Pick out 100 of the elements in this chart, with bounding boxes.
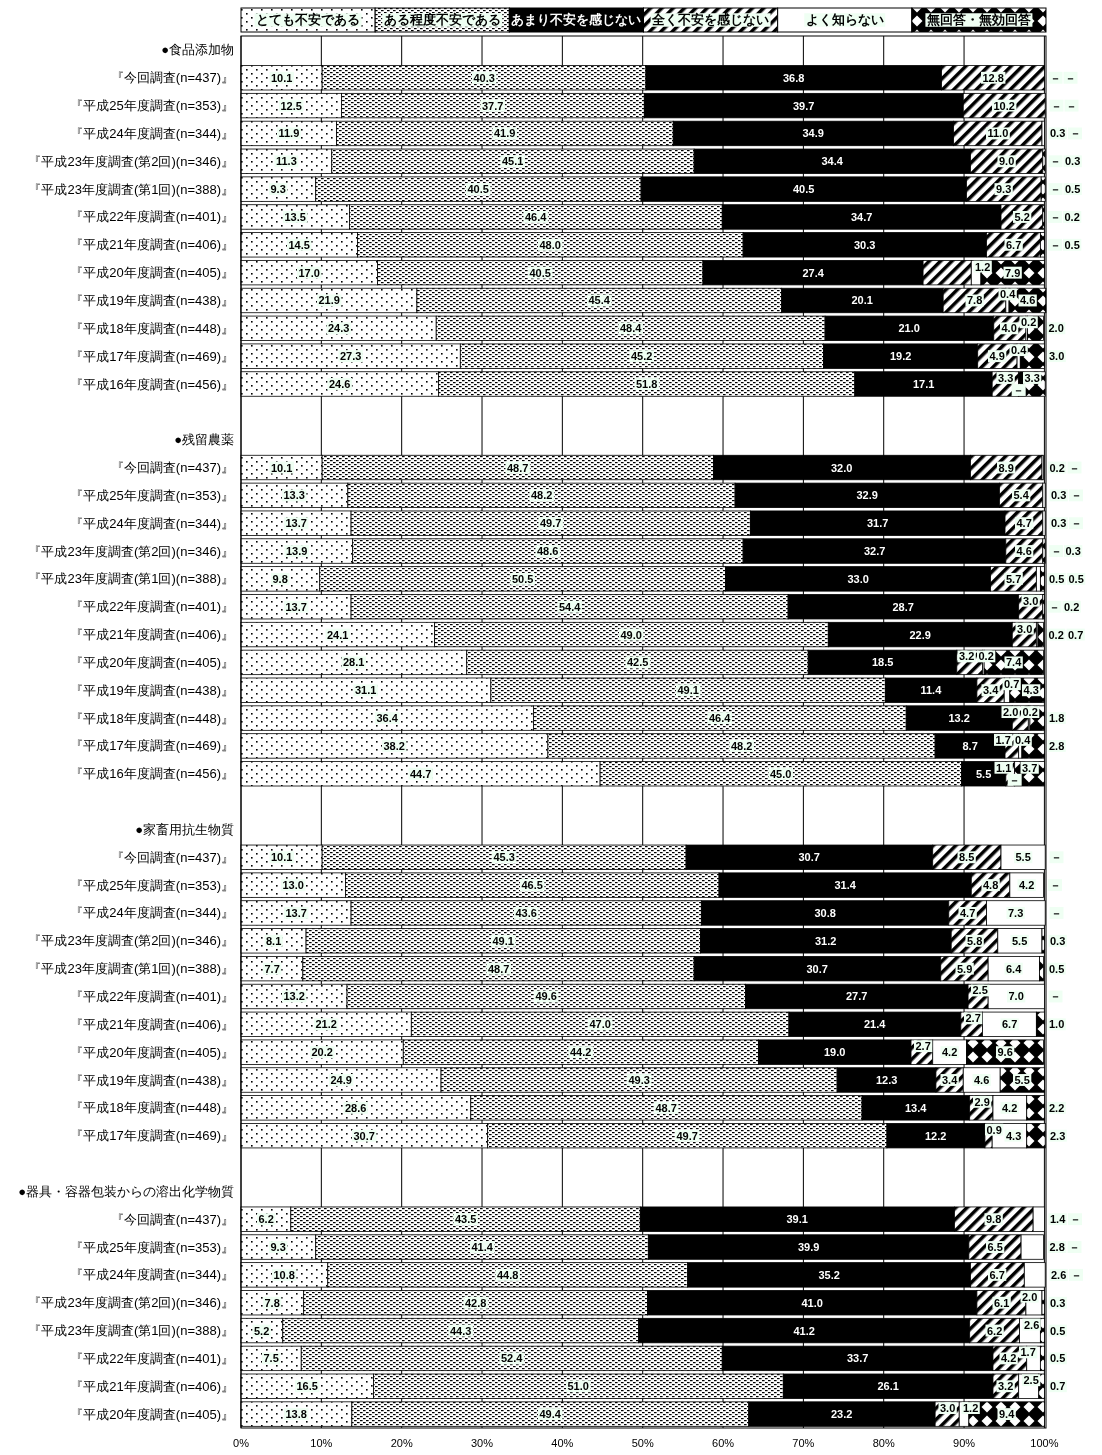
data-label: 48.4: [619, 322, 643, 335]
y-tick-label: 『平成19年度調査(n=438)』: [70, 1072, 234, 1088]
data-label: 0.2: [1022, 706, 1038, 719]
data-label: 13.7: [285, 600, 307, 613]
data-label: 6.7: [1006, 238, 1022, 251]
data-label: 5.9: [957, 962, 973, 975]
data-label: 32.0: [830, 461, 853, 474]
data-label: 36.8: [782, 71, 805, 84]
data-label: 1.0: [1049, 1018, 1065, 1031]
data-label: 30.8: [814, 906, 836, 919]
x-tick-label: 40%: [551, 1437, 574, 1449]
data-label: －: [1069, 127, 1081, 140]
y-tick-label: ●家畜用抗生物質: [135, 821, 234, 837]
data-label: 5.2: [254, 1324, 270, 1337]
data-label: 45.3: [493, 851, 515, 864]
data-label: 2.7: [965, 1012, 981, 1025]
data-label: 10.1: [270, 71, 293, 84]
data-label: 45.1: [501, 155, 524, 168]
data-label: 34.7: [850, 210, 873, 223]
y-tick-label: 『平成21年度調査(n=406)』: [70, 627, 234, 643]
x-tick-label: 0%: [233, 1437, 250, 1449]
data-label: 5.8: [967, 934, 983, 947]
text: あまり不安を感じない: [511, 12, 642, 27]
data-label: 0.2: [1048, 628, 1064, 641]
data-label: 9.6: [997, 1046, 1013, 1059]
y-tick-label: 『平成18年度調査(n=448)』: [70, 1100, 234, 1116]
data-label: 46.5: [521, 879, 543, 892]
data-label: 13.2: [948, 712, 970, 725]
data-label: 2.7: [915, 1040, 931, 1053]
x-tick-label: 100%: [1030, 1437, 1059, 1449]
data-label: 1.2: [975, 260, 991, 273]
y-tick-label: 『平成24年度調査(n=344)』: [70, 125, 234, 141]
text: 全く不安を感じない: [651, 12, 770, 27]
y-tick-label: 『今回調査(n=437)』: [110, 460, 234, 476]
data-label: 0.9: [986, 1123, 1002, 1136]
y-tick-label: ●残留農薬: [174, 432, 234, 448]
data-label: 9.3: [270, 183, 286, 196]
y-tick-label: 『今回調査(n=437)』: [110, 1211, 234, 1227]
data-label: 11.4: [920, 684, 943, 697]
data-label: 47.0: [589, 1018, 611, 1031]
data-label: 2.3: [1050, 1129, 1066, 1142]
data-label: 4.7: [1016, 517, 1032, 530]
data-label: 9.0: [999, 155, 1015, 168]
data-label: 48.0: [539, 238, 561, 251]
data-label: 39.9: [797, 1241, 820, 1254]
y-tick-label: 『今回調査(n=437)』: [110, 70, 234, 86]
data-label: 2.8: [1049, 1241, 1065, 1254]
data-label: 7.8: [264, 1296, 280, 1309]
data-label: 32.9: [856, 489, 878, 502]
data-label: 20.1: [851, 294, 873, 307]
data-label: －: [1066, 99, 1077, 112]
data-label: 14.5: [288, 238, 310, 251]
data-label: 7.0: [1008, 990, 1024, 1003]
data-label: 44.8: [496, 1268, 519, 1281]
data-label: 0.2: [978, 650, 994, 663]
data-label: 9.8: [272, 572, 288, 585]
data-label: 26.1: [877, 1380, 899, 1393]
data-label: 45.2: [630, 350, 653, 363]
data-label: 24.1: [326, 628, 349, 641]
data-label: 27.7: [845, 990, 868, 1003]
data-label: 43.5: [454, 1213, 477, 1226]
y-tick-label: 『平成25年度調査(n=353)』: [70, 98, 234, 114]
data-label: 18.5: [871, 656, 894, 669]
data-label: 2.0: [1003, 706, 1019, 719]
data-label: －: [1070, 1268, 1082, 1281]
data-label: 2.0: [1048, 322, 1064, 335]
y-tick-label: 『平成22年度調査(n=401)』: [70, 599, 234, 615]
data-label: 37.7: [481, 99, 504, 112]
data-label: 8.7: [962, 739, 978, 752]
data-label: 4.7: [960, 906, 976, 919]
data-label: 13.3: [283, 489, 305, 502]
y-tick-label: 『平成24年度調査(n=344)』: [70, 515, 234, 531]
data-label: 13.0: [282, 879, 304, 892]
data-label: 1.8: [1049, 712, 1065, 725]
data-label: 49.0: [620, 628, 642, 641]
y-tick-label: 『平成20年度調査(n=405)』: [70, 1406, 234, 1422]
data-label: 11.3: [275, 155, 297, 168]
data-label: 4.2: [1001, 1352, 1017, 1365]
data-label: 8.5: [959, 851, 975, 864]
x-tick-label: 60%: [712, 1437, 735, 1449]
data-label: 22.9: [909, 628, 931, 641]
data-label: 4.6: [974, 1074, 990, 1086]
data-label: 6.2: [258, 1213, 274, 1226]
data-label: －: [1069, 1213, 1081, 1226]
data-label: 10.2: [993, 99, 1015, 112]
y-tick-label: 『平成23年度調査(第2回)(n=346)』: [28, 153, 234, 169]
data-label: 12.3: [875, 1074, 898, 1086]
data-label: 4.2: [1002, 1101, 1018, 1114]
data-label: 0.4: [1000, 288, 1017, 301]
data-label: 40.3: [473, 71, 495, 84]
y-tick-label: 『平成19年度調査(n=438)』: [70, 682, 234, 698]
data-label: 49.3: [628, 1074, 650, 1086]
y-tick-label: 『平成20年度調査(n=405)』: [70, 654, 234, 670]
data-label: 2.6: [1024, 1318, 1040, 1331]
data-label: 4.6: [1020, 294, 1036, 307]
y-tick-label: 『平成17年度調査(n=469)』: [70, 1128, 234, 1144]
data-label: 0.3: [1065, 155, 1081, 168]
data-label: 3.0: [1049, 350, 1065, 363]
data-label: 0.3: [1050, 934, 1066, 947]
data-label: 6.7: [1002, 1018, 1018, 1031]
